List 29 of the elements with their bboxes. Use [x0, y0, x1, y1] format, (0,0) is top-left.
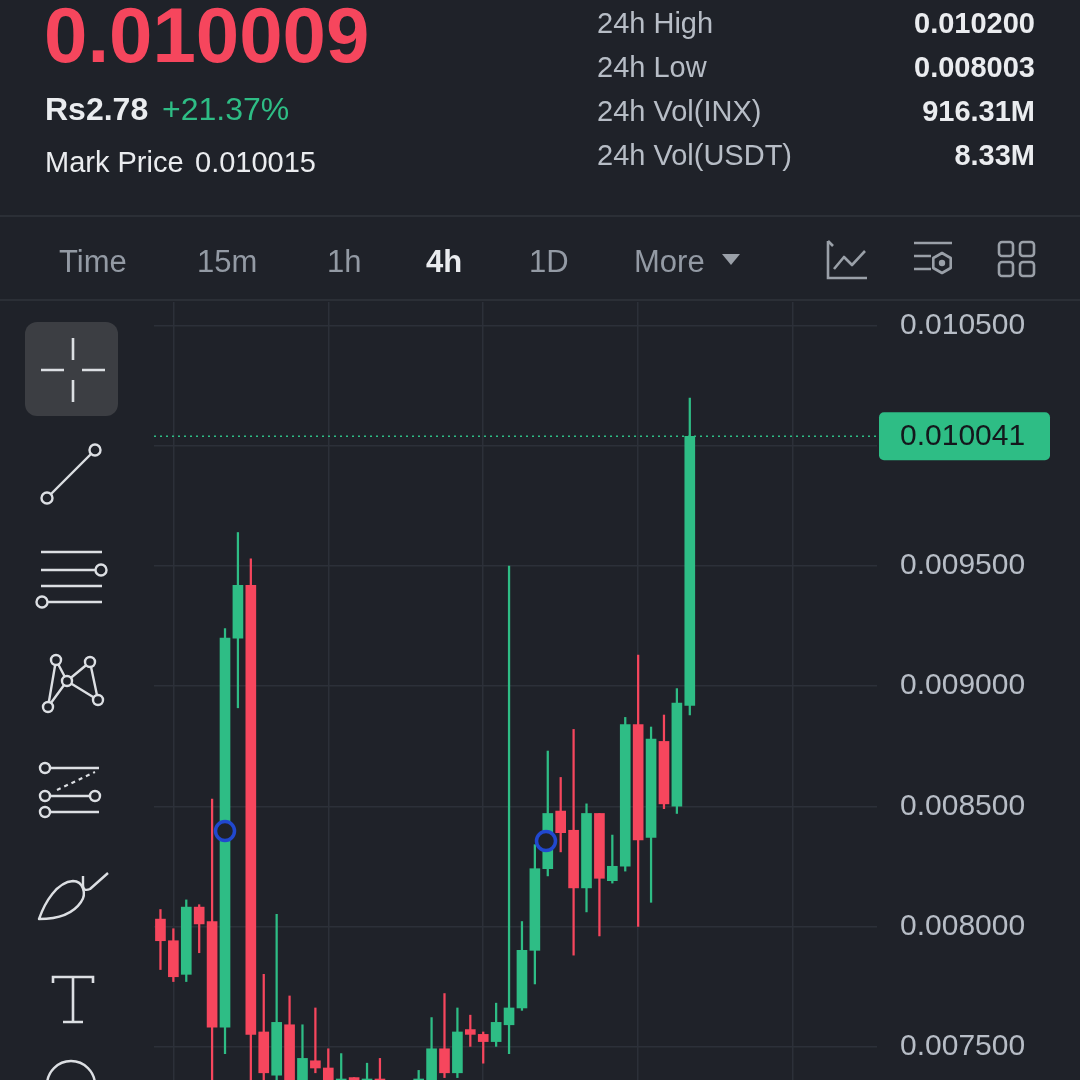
text: 916.31M — [922, 95, 1035, 128]
candlestick — [310, 1007, 321, 1074]
text: 24h Vol(INX) — [597, 95, 762, 128]
text: 1D — [529, 243, 569, 279]
y-tick-label: 0.009000 — [900, 667, 1026, 701]
candlestick — [439, 993, 450, 1078]
text: 4h — [426, 243, 463, 279]
y-tick-label: 0.010500 — [900, 307, 1026, 341]
y-tick-label: 0.007500 — [900, 1027, 1026, 1061]
text: Rs2.78 — [45, 90, 149, 127]
text: 0.010015 — [195, 146, 316, 179]
text: 24h Low — [597, 51, 707, 84]
y-tick-label: 0.009500 — [900, 547, 1026, 581]
ref-line-label: 0.010041 — [900, 418, 1026, 452]
text: 1h — [327, 243, 362, 279]
text: Mark Price — [45, 146, 184, 179]
text: 8.33M — [954, 139, 1035, 172]
text: 15m — [197, 243, 258, 279]
text: 24h Vol(USDT) — [597, 139, 793, 172]
y-tick-label: 0.008000 — [900, 907, 1026, 941]
text: Time — [59, 243, 127, 279]
text: 0.008003 — [914, 51, 1035, 84]
text: +21.37% — [162, 90, 290, 127]
y-tick-label: 0.008500 — [900, 787, 1026, 821]
candlestick — [568, 729, 579, 956]
chart-title: 0.010009 — [44, 0, 370, 79]
text: More — [634, 243, 705, 279]
text: 0.010200 — [914, 7, 1035, 40]
text: 24h High — [597, 7, 714, 40]
